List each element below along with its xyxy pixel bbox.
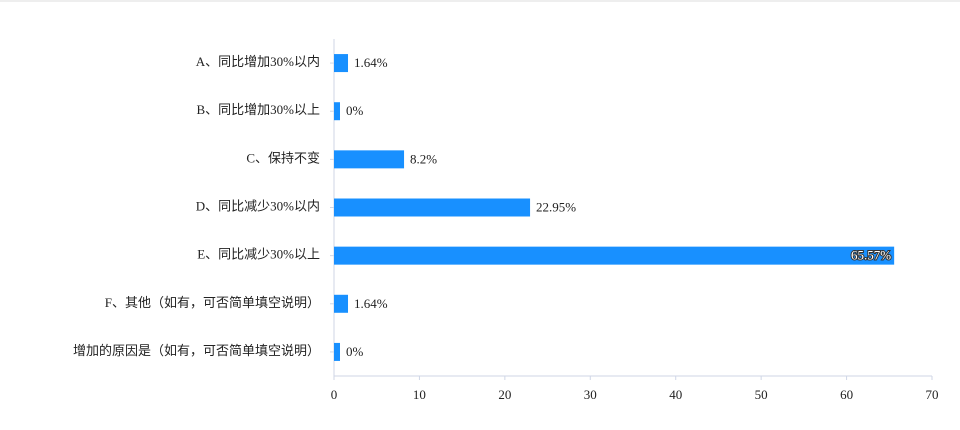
y-tick-label: F、其他（如有，可否简单填空说明） — [105, 295, 320, 310]
y-tick-label: D、同比减少30%以内 — [196, 198, 320, 213]
y-tick-label: A、同比增加30%以内 — [196, 54, 320, 69]
x-tick-label: 30 — [584, 387, 597, 402]
x-tick-label: 70 — [926, 387, 939, 402]
bar — [334, 54, 349, 73]
x-tick-label: 60 — [840, 387, 853, 402]
bar — [334, 342, 340, 361]
value-label: 1.64% — [354, 55, 388, 70]
x-tick-label: 40 — [669, 387, 682, 402]
value-label: 22.95% — [536, 199, 576, 214]
y-tick-label: B、同比增加30%以上 — [196, 102, 320, 117]
bar — [334, 294, 349, 313]
bar — [334, 246, 895, 265]
value-label: 65.57% — [851, 248, 891, 263]
x-tick-label: 0 — [331, 387, 338, 402]
bar — [334, 150, 405, 169]
value-label: 1.64% — [354, 296, 388, 311]
x-tick-label: 10 — [413, 387, 426, 402]
y-tick-label: 增加的原因是（如有，可否简单填空说明） — [73, 343, 320, 358]
y-tick-label: C、保持不变 — [246, 150, 320, 165]
value-label: 0% — [346, 103, 364, 118]
bar — [334, 102, 340, 121]
x-tick-label: 20 — [498, 387, 511, 402]
value-label: 8.2% — [410, 151, 437, 166]
bar — [334, 198, 531, 217]
y-tick-label: E、同比减少30%以上 — [197, 247, 320, 262]
x-tick-label: 50 — [755, 387, 768, 402]
value-label: 0% — [346, 344, 364, 359]
